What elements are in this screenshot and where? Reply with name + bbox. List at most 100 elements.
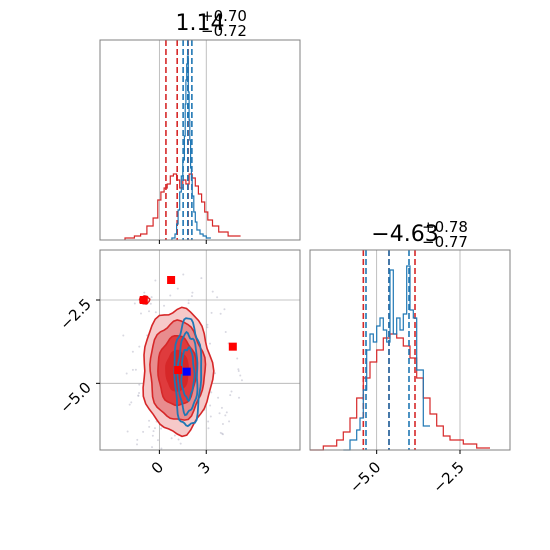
sample-point	[137, 394, 140, 397]
sample-point	[213, 454, 215, 456]
sample-point	[220, 406, 223, 409]
sample-point	[151, 434, 154, 437]
title-sup: +0.70	[201, 7, 247, 25]
sample-point	[151, 446, 154, 449]
histogram-series	[124, 40, 241, 240]
sample-point	[160, 427, 163, 430]
x-ticks: −5.0 −2.5	[346, 450, 468, 497]
sample-point	[221, 423, 224, 426]
histogram-series	[310, 250, 490, 451]
sample-point	[136, 438, 139, 441]
sample-point	[211, 290, 214, 293]
sample-point	[219, 312, 222, 315]
sample-point	[237, 368, 240, 371]
sample-point	[210, 311, 213, 314]
sample-point	[224, 414, 227, 417]
title-value: 1.14	[176, 11, 225, 36]
sample-point	[193, 460, 195, 462]
blue-histogram	[343, 265, 430, 451]
title-value: −4.63	[371, 222, 438, 247]
sample-point	[126, 430, 129, 433]
sample-point	[139, 312, 142, 315]
sample-point	[148, 419, 151, 422]
sample-point	[177, 438, 180, 441]
panel-bottom-right-histogram: −5.0 −2.5 −4.63 +0.78 −0.77	[309, 218, 511, 497]
sample-point	[133, 302, 136, 305]
sample-point	[236, 357, 239, 360]
sample-point	[203, 456, 205, 458]
sample-point	[223, 308, 226, 311]
sample-point	[206, 326, 209, 329]
title-sub: −0.72	[201, 22, 247, 40]
sample-point	[179, 442, 182, 445]
sample-point	[190, 295, 193, 298]
sample-point	[154, 311, 157, 314]
sample-point	[173, 434, 176, 437]
panel-top-left-histogram: 1.14 +0.70 −0.72	[99, 7, 301, 244]
sample-point	[209, 415, 212, 418]
sample-point	[210, 391, 213, 394]
marker	[167, 276, 176, 284]
x-tick-marks	[158, 240, 207, 244]
panel-background	[100, 40, 300, 240]
sample-point	[163, 450, 165, 452]
sample-point	[143, 291, 146, 294]
sample-point	[187, 302, 190, 305]
sample-point	[160, 447, 163, 450]
sample-point	[208, 342, 211, 345]
sample-point	[170, 437, 173, 440]
sample-point	[166, 464, 168, 466]
sample-point	[130, 401, 133, 404]
sample-point	[138, 383, 141, 386]
sample-point	[216, 296, 219, 299]
grid	[158, 40, 207, 240]
y-tick-label: −5.0	[56, 378, 94, 416]
sample-point	[168, 463, 170, 465]
sample-point	[225, 411, 228, 414]
sample-point	[214, 372, 217, 375]
sample-point	[138, 392, 141, 395]
sample-point	[224, 330, 227, 333]
sample-point	[145, 453, 147, 455]
panel-frame	[99, 249, 301, 451]
sample-point	[218, 412, 221, 415]
sample-point	[149, 302, 152, 305]
sample-point	[237, 369, 240, 372]
sample-point	[148, 310, 151, 313]
sample-point	[131, 350, 134, 353]
x-tick-label: −2.5	[429, 458, 467, 496]
sample-point	[217, 396, 220, 399]
sample-point	[134, 368, 137, 371]
title-sub: −0.77	[422, 233, 468, 251]
sample-point	[207, 420, 210, 423]
sample-point	[148, 425, 151, 428]
panel-title: −4.63	[371, 222, 438, 247]
y-tick-label: −2.5	[56, 295, 94, 333]
sample-point	[150, 296, 153, 299]
panel-frame	[309, 249, 511, 451]
y-ticks: −2.5 −5.0	[56, 295, 100, 417]
x-tick-label: 0	[148, 458, 167, 477]
sample-point	[228, 420, 231, 423]
sample-point	[153, 427, 156, 430]
sample-point	[238, 396, 241, 399]
sample-point	[128, 403, 131, 406]
markers	[139, 276, 237, 376]
sample-point	[122, 334, 125, 337]
red-histogram	[310, 333, 490, 451]
red-histogram	[124, 173, 241, 240]
sample-point	[229, 394, 232, 397]
x-tick-label: −5.0	[346, 458, 384, 496]
marker	[139, 296, 148, 304]
sample-point	[185, 454, 187, 456]
sample-point	[221, 433, 224, 436]
sample-point	[239, 374, 242, 377]
sample-point	[154, 279, 157, 282]
sample-point	[138, 345, 141, 348]
sample-point	[136, 443, 139, 446]
sample-point	[169, 294, 172, 297]
sample-point	[131, 368, 134, 371]
marker	[228, 342, 237, 351]
